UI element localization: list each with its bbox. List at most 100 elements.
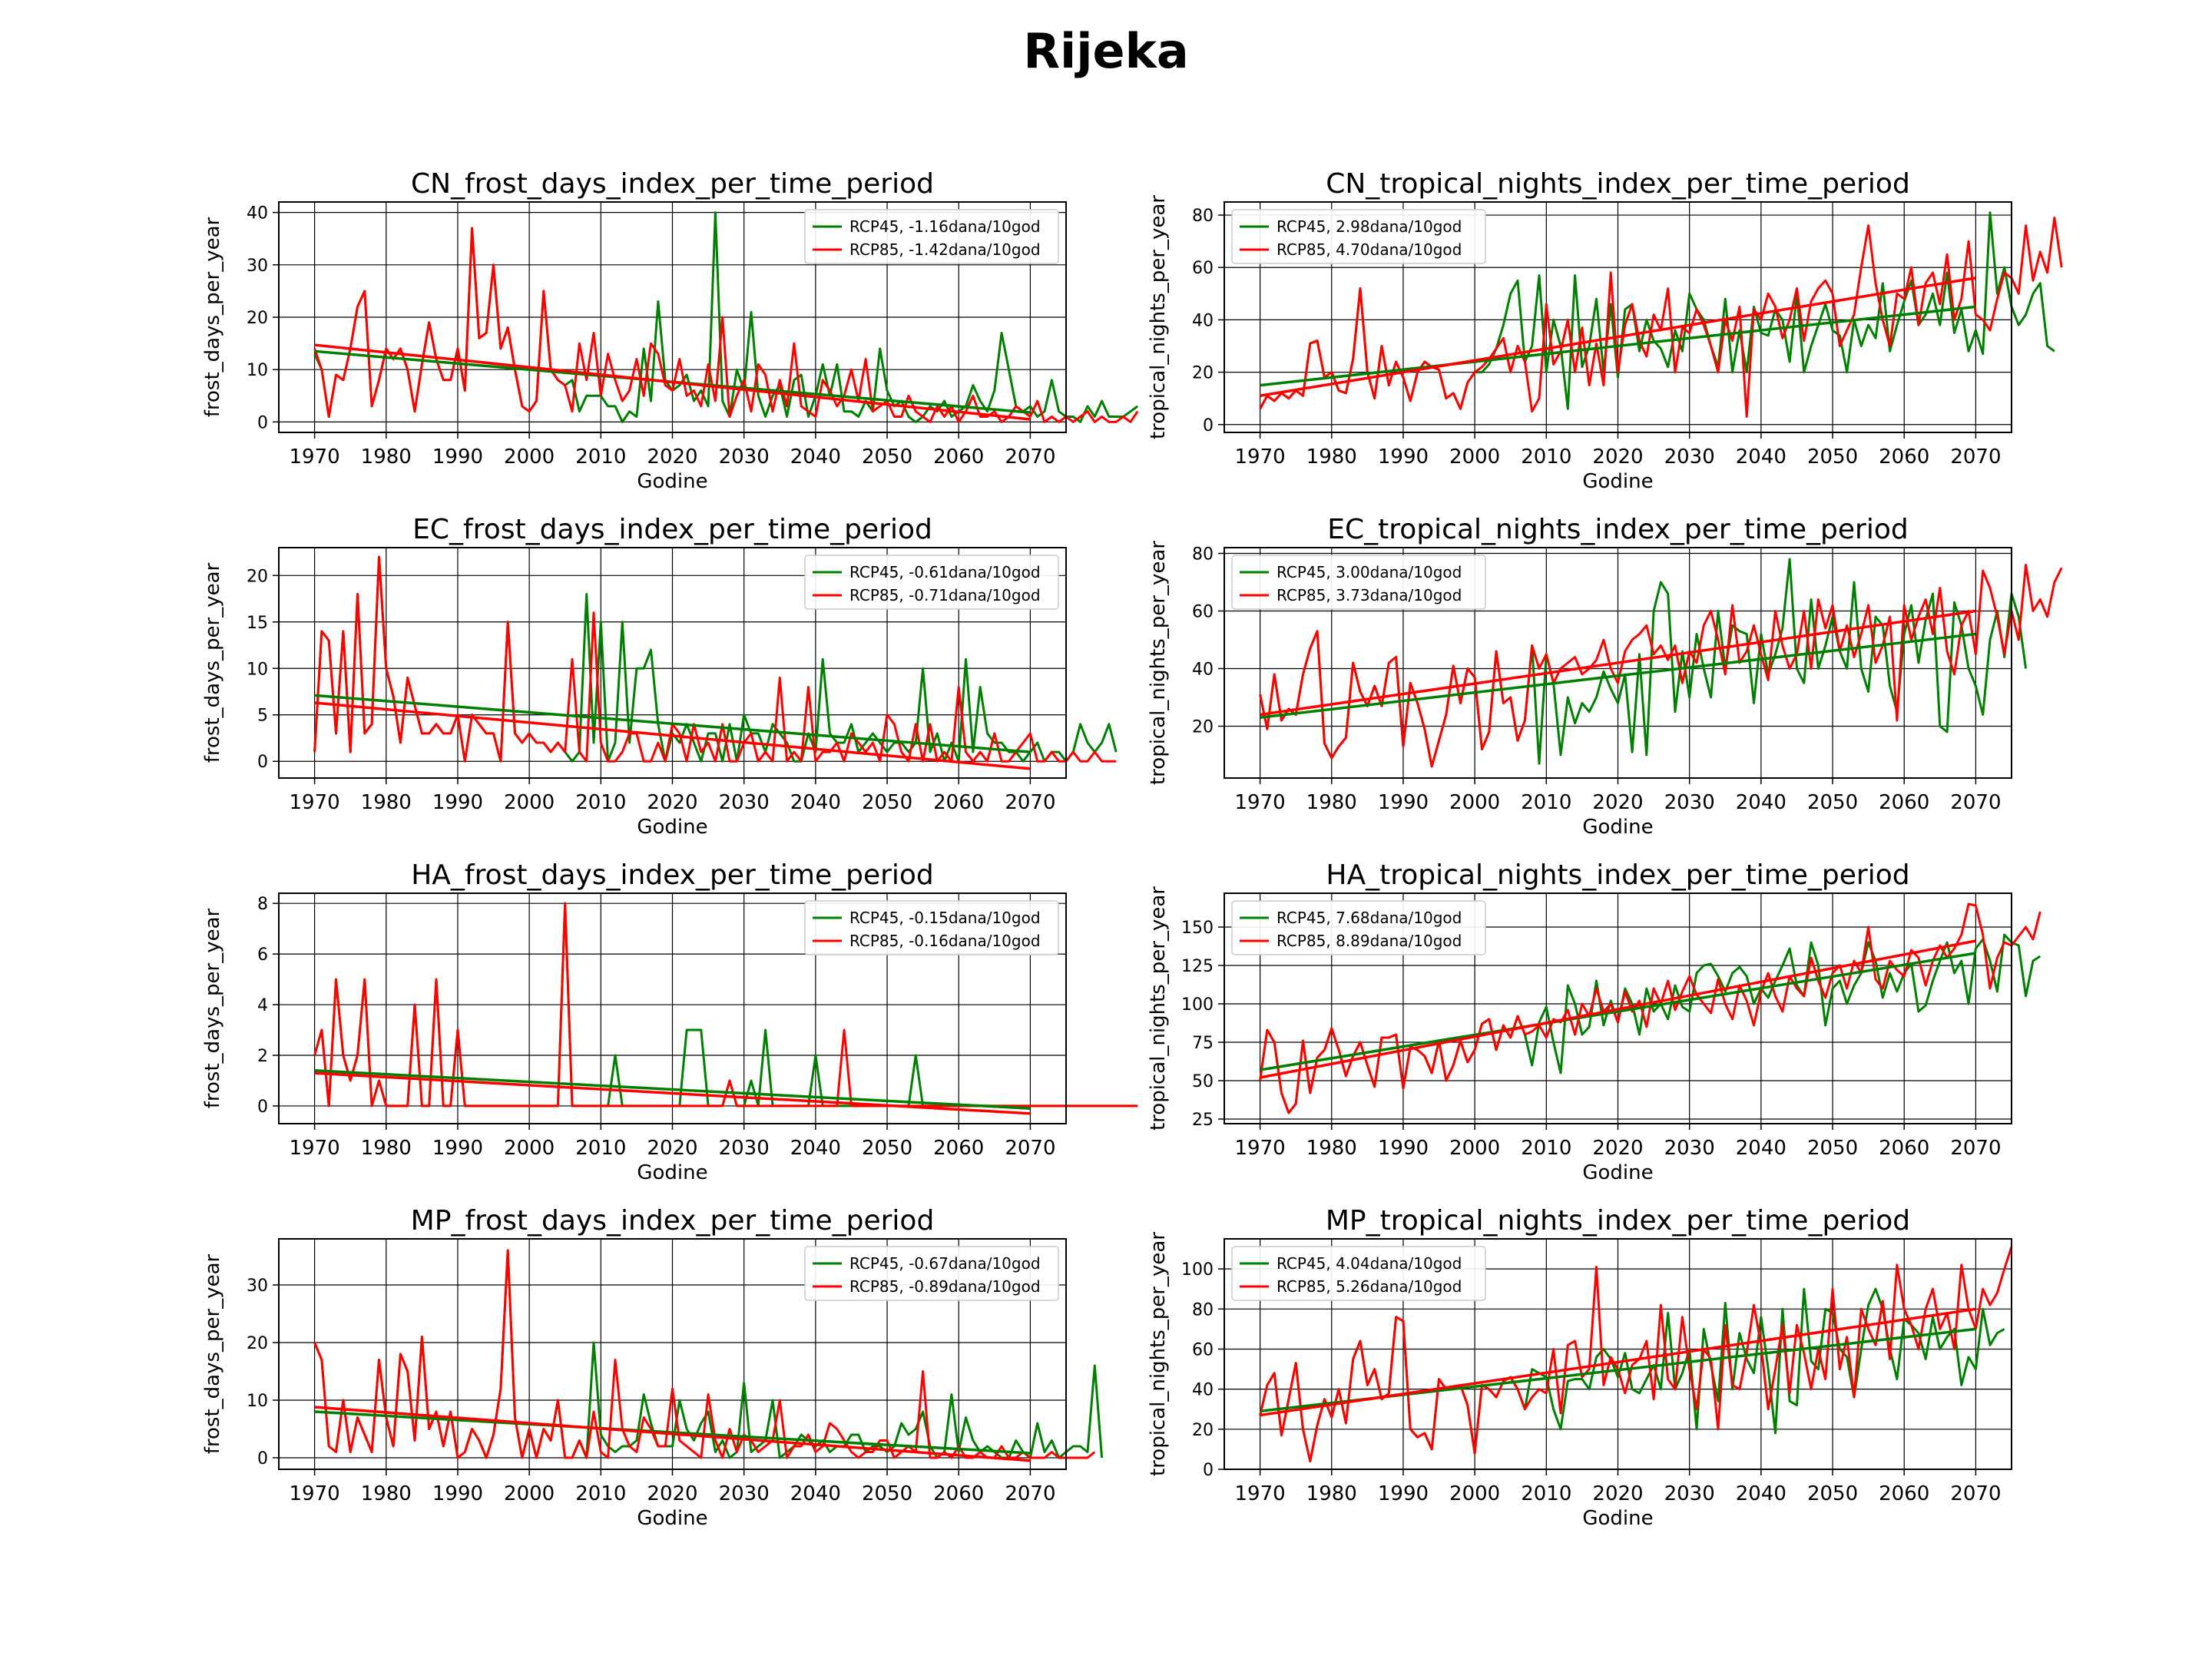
x-tick-label: 1980 bbox=[1306, 1482, 1357, 1505]
x-tick-label: 2070 bbox=[1950, 791, 2001, 814]
x-tick-label: 1980 bbox=[361, 1482, 412, 1505]
y-axis-label: frost_days_per_year bbox=[201, 217, 224, 417]
legend-entry: RCP45, 2.98dana/10god bbox=[1277, 217, 1462, 236]
y-tick-label: 10 bbox=[247, 1392, 268, 1411]
x-tick-label: 1980 bbox=[361, 445, 412, 469]
chart-title: EC_frost_days_index_per_time_period bbox=[412, 514, 932, 545]
x-tick-label: 2040 bbox=[1736, 791, 1786, 814]
y-tick-label: 80 bbox=[1192, 545, 1214, 565]
x-tick-label: 2020 bbox=[1592, 445, 1643, 469]
y-tick-label: 40 bbox=[1192, 1381, 1214, 1400]
plot-frame bbox=[278, 547, 1067, 779]
legend-entry: RCP85, -0.89dana/10god bbox=[849, 1277, 1041, 1296]
x-tick-label: 1990 bbox=[1378, 1137, 1429, 1160]
x-tick-label: 2050 bbox=[1807, 1482, 1858, 1505]
chart-panel: 1970 1980 1990 2000 2010 2020 2030 2040 2050 2060… bbox=[201, 168, 1139, 493]
legend-entry: RCP45, -0.15dana/10god bbox=[849, 909, 1041, 927]
x-tick-label: 2010 bbox=[575, 445, 626, 469]
x-tick-label: 2060 bbox=[1879, 1482, 1929, 1505]
y-tick-label: 20 bbox=[1192, 1421, 1214, 1440]
x-tick-label: 2050 bbox=[862, 1137, 912, 1160]
y-axis-label: frost_days_per_year bbox=[201, 1253, 224, 1454]
chart-panel: 1970 1980 1990 2000 2010 2020 2030 2040 2050 2060… bbox=[1147, 859, 2041, 1184]
x-tick-label: 2030 bbox=[719, 791, 770, 814]
legend-entry: RCP85, -0.71dana/10god bbox=[849, 586, 1041, 604]
x-tick-label: 2000 bbox=[1449, 445, 1500, 469]
y-tick-label: 0 bbox=[257, 1098, 268, 1117]
legend-entry: RCP85, 4.70dana/10god bbox=[1277, 240, 1462, 259]
y-tick-label: 4 bbox=[257, 996, 268, 1015]
x-tick-label: 2070 bbox=[1950, 1482, 2001, 1505]
y-tick-label: 25 bbox=[1192, 1111, 1214, 1130]
series-line bbox=[313, 555, 1117, 763]
x-tick-label: 2050 bbox=[1807, 791, 1858, 814]
x-tick-label: 1970 bbox=[1235, 1482, 1286, 1505]
x-tick-label: 2010 bbox=[575, 791, 626, 814]
y-axis-label: tropical_nights_per_year bbox=[1147, 541, 1170, 785]
x-tick-label: 2070 bbox=[1005, 1482, 1055, 1505]
x-tick-label: 2030 bbox=[719, 445, 770, 469]
trend-line bbox=[1260, 632, 1976, 719]
legend-entry: RCP85, 3.73dana/10god bbox=[1277, 586, 1462, 604]
x-tick-label: 2060 bbox=[933, 445, 984, 469]
y-tick-label: 75 bbox=[1192, 1034, 1214, 1053]
plot-frame bbox=[1224, 892, 2012, 1124]
plot-frame bbox=[1224, 547, 2012, 779]
x-axis-label: Godine bbox=[1582, 470, 1653, 493]
series-line bbox=[313, 227, 1139, 423]
chart-panel: 1970 1980 1990 2000 2010 2020 2030 2040 2050 2060… bbox=[1147, 168, 2063, 493]
x-tick-label: 1980 bbox=[1306, 791, 1357, 814]
trend-line bbox=[1260, 305, 1976, 387]
legend-entry: RCP85, -0.16dana/10god bbox=[849, 932, 1041, 950]
x-tick-label: 2000 bbox=[504, 791, 555, 814]
x-tick-label: 2060 bbox=[933, 1137, 984, 1160]
x-tick-label: 2070 bbox=[1005, 445, 1055, 469]
legend-box bbox=[1231, 209, 1486, 264]
y-tick-label: 60 bbox=[1192, 259, 1214, 278]
plot-frame bbox=[278, 892, 1067, 1124]
y-tick-label: 20 bbox=[1192, 364, 1214, 383]
legend-box bbox=[804, 1246, 1059, 1301]
y-tick-label: 40 bbox=[1192, 311, 1214, 330]
chart-panel: 1970 1980 1990 2000 2010 2020 2030 2040 2050 2060… bbox=[201, 1205, 1104, 1530]
y-tick-label: 60 bbox=[1192, 1340, 1214, 1359]
plot-frame bbox=[1224, 1238, 2012, 1470]
x-tick-label: 2020 bbox=[647, 791, 697, 814]
x-tick-label: 1990 bbox=[432, 1137, 483, 1160]
x-tick-label: 1970 bbox=[290, 1482, 340, 1505]
x-tick-label: 2020 bbox=[1592, 1137, 1643, 1160]
trend-line bbox=[1260, 1307, 1976, 1417]
x-tick-label: 2060 bbox=[1879, 445, 1929, 469]
y-axis-label: tropical_nights_per_year bbox=[1147, 195, 1170, 439]
y-tick-label: 40 bbox=[1192, 661, 1214, 680]
y-tick-label: 20 bbox=[247, 567, 268, 586]
chart-panel: 1970 1980 1990 2000 2010 2020 2030 2040 2050 2060… bbox=[201, 859, 1138, 1184]
legend-entry: RCP85, 5.26dana/10god bbox=[1277, 1277, 1462, 1296]
x-tick-label: 2050 bbox=[1807, 1137, 1858, 1160]
x-tick-label: 2050 bbox=[862, 791, 912, 814]
x-tick-label: 2040 bbox=[1736, 1482, 1786, 1505]
x-tick-label: 1980 bbox=[1306, 1137, 1357, 1160]
x-tick-label: 2070 bbox=[1950, 445, 2001, 469]
x-tick-label: 2030 bbox=[719, 1137, 770, 1160]
y-tick-label: 0 bbox=[257, 1449, 268, 1469]
legend-entry: RCP85, 8.89dana/10god bbox=[1277, 932, 1462, 950]
x-tick-label: 2000 bbox=[1449, 791, 1500, 814]
x-tick-label: 2020 bbox=[1592, 1482, 1643, 1505]
x-tick-label: 2040 bbox=[1736, 445, 1786, 469]
chart-panel: 1970 1980 1990 2000 2010 2020 2030 2040 2050 2060… bbox=[1147, 1205, 2013, 1530]
x-tick-label: 2070 bbox=[1005, 791, 1055, 814]
plot-frame bbox=[278, 201, 1067, 433]
x-tick-label: 2050 bbox=[1807, 445, 1858, 469]
plot-frame bbox=[278, 1238, 1067, 1470]
trend-line bbox=[314, 1071, 1031, 1115]
x-tick-label: 2030 bbox=[1664, 1482, 1715, 1505]
x-tick-label: 2020 bbox=[647, 1482, 697, 1505]
series-line bbox=[1259, 564, 2063, 768]
chart-panel: 1970 1980 1990 2000 2010 2020 2030 2040 2050 2060… bbox=[1147, 514, 2063, 839]
x-tick-label: 2010 bbox=[1521, 1137, 1571, 1160]
x-tick-label: 2040 bbox=[790, 1137, 841, 1160]
y-tick-label: 10 bbox=[247, 361, 268, 380]
y-tick-label: 0 bbox=[1203, 416, 1214, 435]
x-tick-label: 1990 bbox=[432, 791, 483, 814]
